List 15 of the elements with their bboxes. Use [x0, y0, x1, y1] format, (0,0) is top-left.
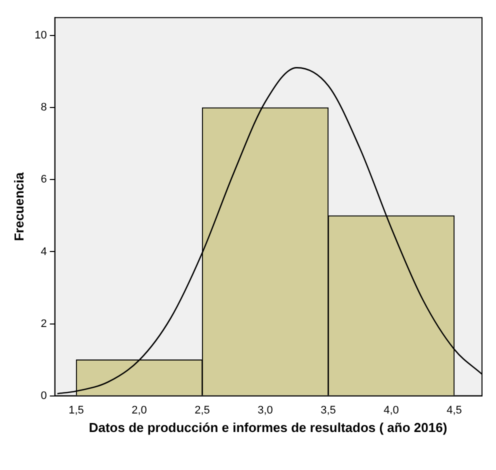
x-tick-label: 1,5	[68, 404, 84, 416]
y-tick-label: 0	[40, 390, 47, 402]
y-tick-label: 8	[40, 102, 47, 114]
y-tick-label: 2	[40, 318, 47, 330]
x-axis-title: Datos de producción e informes de resultados ( año 2016)	[88, 420, 448, 435]
y-tick-label: 6	[40, 174, 47, 186]
x-tick-label: 4,0	[384, 404, 399, 416]
x-tick-label: 4,5	[446, 404, 462, 416]
x-tick-label: 3,0	[258, 404, 273, 416]
y-axis-title: Frecuencia	[11, 172, 26, 242]
x-tick-label: 2,0	[132, 404, 147, 416]
x-tick-label: 2,5	[194, 404, 210, 416]
y-tick-label: 4	[40, 246, 47, 258]
y-tick-label: 10	[34, 30, 47, 42]
x-tick-label: 3,5	[320, 404, 336, 416]
